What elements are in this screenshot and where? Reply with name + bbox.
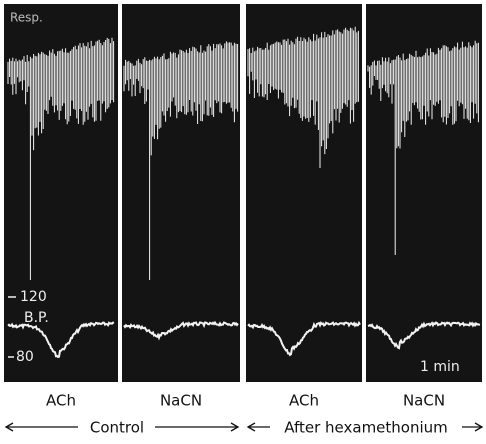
figure: Resp. 120 B.P. 80 1 min ACh NaCN ACh NaC…	[0, 0, 486, 440]
panel-label: NaCN	[403, 392, 445, 410]
panel-label: ACh	[46, 392, 76, 410]
group-label: After hexamethonium	[284, 419, 448, 437]
panel-label: ACh	[289, 392, 319, 410]
resp-label: Resp.	[10, 11, 43, 25]
group-label: Control	[90, 419, 144, 437]
bp-label: B.P.	[24, 310, 49, 326]
panel-label: NaCN	[160, 392, 202, 410]
bp-low: 80	[16, 349, 34, 365]
bp-high: 120	[20, 289, 47, 305]
time-scale: 1 min	[420, 359, 460, 375]
